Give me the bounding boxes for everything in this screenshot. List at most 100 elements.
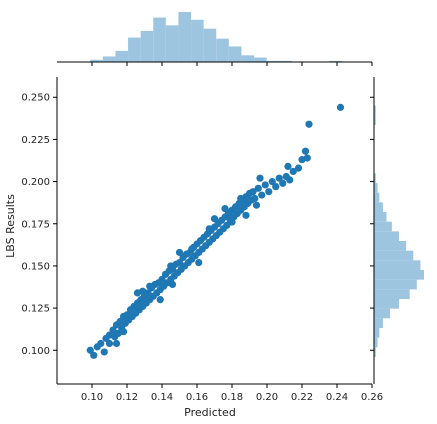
right-hist-bar <box>374 289 410 300</box>
top-hist-bar <box>329 60 343 62</box>
scatter-point <box>258 191 266 199</box>
scatter-point <box>210 215 219 223</box>
scatter-point <box>301 147 310 155</box>
scatter-point <box>286 176 294 184</box>
right-hist-bar <box>374 202 383 213</box>
top-hist-bar <box>191 19 204 62</box>
x-tick-label: 0.10 <box>81 392 103 403</box>
right-hist-bar <box>374 308 391 319</box>
scatter-point <box>261 181 269 189</box>
scatter-point <box>336 103 345 111</box>
top-hist-bar <box>203 28 217 63</box>
scatter-point <box>90 351 98 359</box>
y-tick-label: 0.175 <box>21 219 50 230</box>
scatter-point <box>254 184 262 192</box>
x-axis-label: Predicted <box>184 406 236 419</box>
right-marginal-histogram <box>370 77 424 384</box>
x-tick-label: 0.26 <box>361 392 383 403</box>
top-hist-bar <box>115 50 129 62</box>
scatter-point <box>275 174 283 182</box>
y-tick-label: 0.200 <box>21 177 50 188</box>
scatter-point <box>272 183 280 191</box>
x-tick-label: 0.12 <box>116 392 138 403</box>
right-hist-bar <box>374 115 376 126</box>
scatter-point <box>168 280 177 289</box>
scatter-point <box>105 339 114 348</box>
scatter-point <box>119 328 128 336</box>
scatter-point <box>195 258 203 267</box>
x-tick-label: 0.24 <box>326 392 348 403</box>
scatter-point <box>97 339 105 348</box>
scatter-point <box>289 167 297 176</box>
scatter-point <box>279 179 287 187</box>
top-hist-bar <box>178 12 192 62</box>
top-hist-bar <box>254 57 267 62</box>
right-hist-bar <box>374 279 417 290</box>
right-hist-bar <box>374 183 378 193</box>
top-hist-bar <box>241 55 255 62</box>
scatter-point <box>188 245 196 253</box>
y-tick-label: 0.225 <box>21 135 50 146</box>
scatter-point <box>139 287 147 295</box>
top-hist-bar <box>165 25 179 62</box>
scatter-point <box>112 339 121 348</box>
y-tick-label: 0.250 <box>21 93 50 104</box>
top-hist-bar <box>90 59 103 62</box>
right-hist-bar <box>374 192 380 203</box>
x-tick-label: 0.22 <box>291 392 313 403</box>
right-hist-bar <box>374 241 407 251</box>
scatter-point <box>251 194 259 203</box>
top-hist-bar <box>279 60 292 62</box>
scatter-point <box>156 296 164 304</box>
right-hist-bar <box>374 260 421 271</box>
scatter-point <box>158 275 166 284</box>
scatter-point <box>305 120 313 128</box>
right-hist-bar <box>374 105 376 116</box>
right-hist-bar <box>374 250 414 261</box>
scatter-point <box>86 346 94 354</box>
right-hist-bar <box>374 347 376 358</box>
right-hist-bar <box>374 299 399 309</box>
scatter-point <box>205 225 213 233</box>
top-hist-bar <box>228 46 242 62</box>
y-tick-label: 0.100 <box>21 346 50 357</box>
scatter-point <box>252 201 261 209</box>
y-tick-label: 0.150 <box>21 261 50 272</box>
top-hist-bar <box>128 37 141 62</box>
top-hist-bar <box>266 60 280 62</box>
scatter-point <box>228 218 236 226</box>
main-axes: 0.10 0.12 0.14 0.16 0.18 0.20 0.22 0.24 0.26 0.10… <box>21 77 383 403</box>
right-hist-bar <box>374 212 387 222</box>
scatter-point <box>268 177 276 186</box>
top-hist-bar <box>153 17 166 62</box>
scatter-point <box>294 164 303 172</box>
top-hist-bar <box>102 56 116 62</box>
scatter-point <box>175 258 184 267</box>
scatter-point <box>284 162 292 171</box>
right-hist-bar <box>374 337 378 348</box>
scatter-point <box>237 194 245 203</box>
top-marginal-histogram <box>57 12 373 66</box>
scatter-point <box>265 188 273 196</box>
y-axis-label: LBS Results <box>4 194 17 258</box>
scatter-point <box>109 326 117 334</box>
x-tick-label: 0.18 <box>221 392 243 403</box>
x-tick-label: 0.20 <box>256 392 278 403</box>
scatter-point <box>303 154 311 162</box>
y-tick-label: 0.125 <box>21 304 50 315</box>
right-hist-bar <box>374 173 376 184</box>
right-hist-bar <box>374 318 383 329</box>
x-tick-label: 0.16 <box>186 392 208 403</box>
scatter-point <box>175 248 184 257</box>
x-tick-label: 0.14 <box>151 392 173 403</box>
scatter-point <box>256 174 264 182</box>
scatter-point <box>242 211 250 219</box>
scatter-point <box>223 221 231 230</box>
scatter-point <box>167 262 175 270</box>
right-hist-bar <box>374 221 392 232</box>
scatter-point <box>249 188 257 196</box>
right-hist-bar <box>374 328 380 338</box>
scatter-point <box>100 348 108 356</box>
right-hist-bar <box>374 270 424 280</box>
